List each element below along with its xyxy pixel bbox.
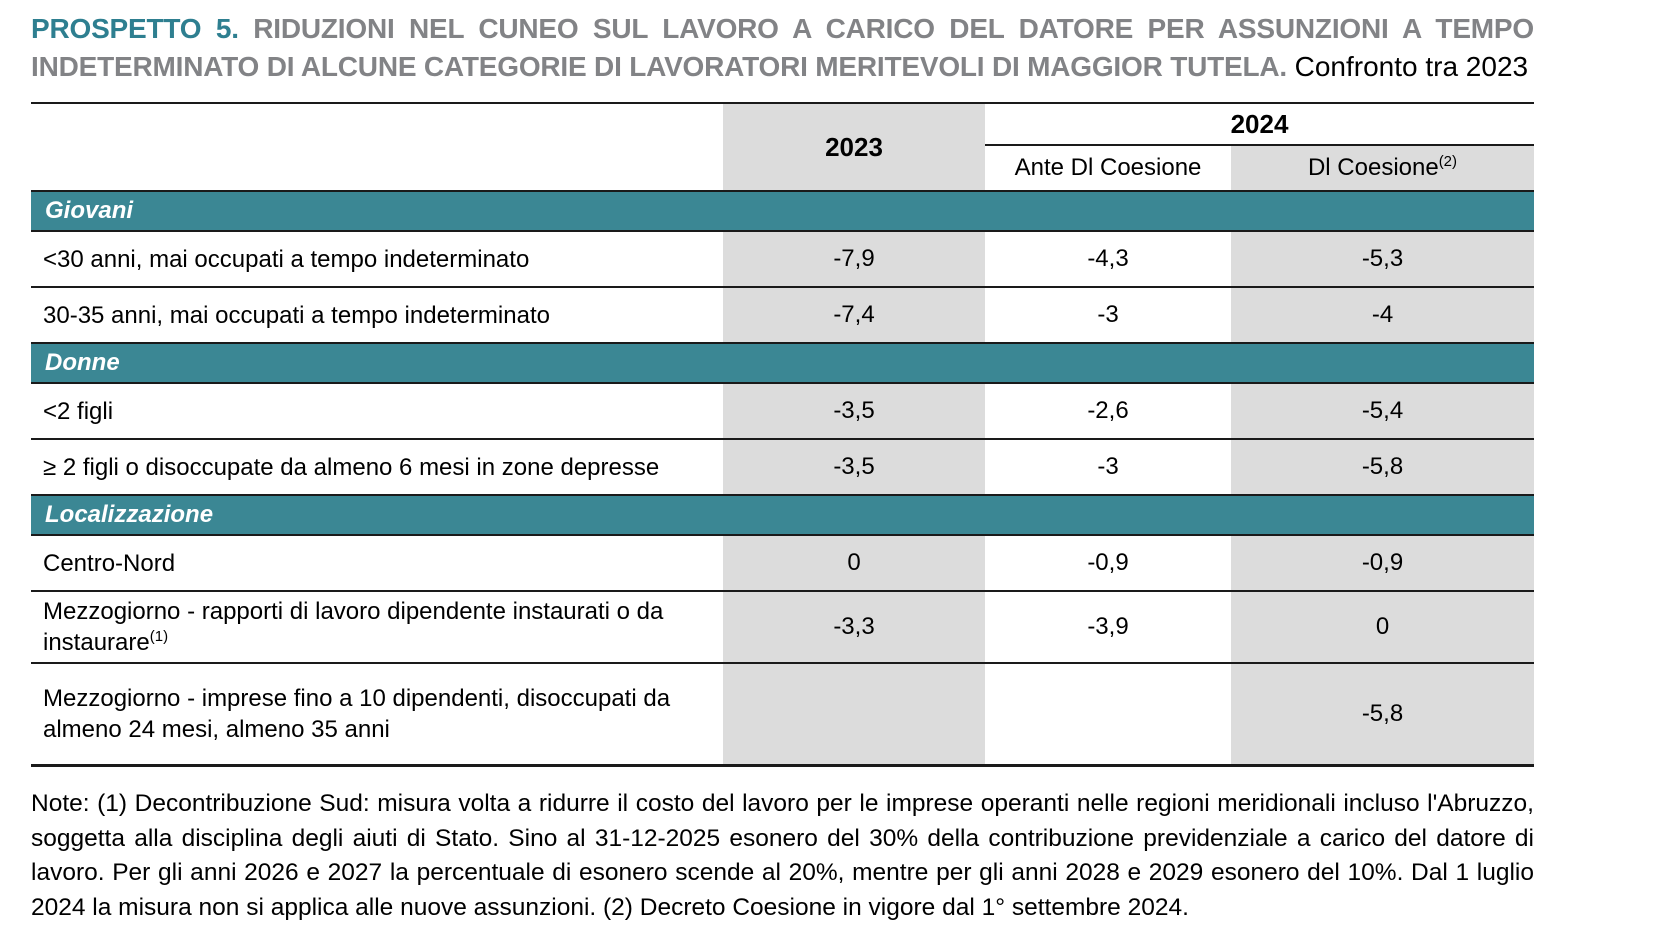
value-ante-dl-coesione: -3 bbox=[985, 438, 1231, 495]
value-ante-dl-coesione: -3,9 bbox=[985, 590, 1231, 663]
column-header-dl-coesione: Dl Coesione(2) bbox=[1231, 145, 1534, 191]
table-row: Centro-Nord 0 -0,9 -0,9 bbox=[31, 534, 1534, 591]
column-header-ante-dl-coesione: Ante Dl Coesione bbox=[1014, 154, 1202, 181]
table-row: Mezzogiorno - rapporti di lavoro dipende… bbox=[31, 590, 1534, 663]
table-row: <30 anni, mai occupati a tempo indetermi… bbox=[31, 230, 1534, 287]
value-2023: -7,4 bbox=[723, 286, 985, 343]
section-header-donne: Donne bbox=[31, 342, 1534, 384]
row-label: Mezzogiorno - rapporti di lavoro dipende… bbox=[31, 590, 723, 663]
table-row: ≥ 2 figli o disoccupate da almeno 6 mesi… bbox=[31, 438, 1534, 495]
title-subtitle: Confronto tra 2023 e 2024 bbox=[1294, 51, 1534, 82]
title-line-2: INDETERMINATO DI ALCUNE CATEGORIE DI LAV… bbox=[31, 48, 1534, 86]
table-row: 30-35 anni, mai occupati a tempo indeter… bbox=[31, 286, 1534, 343]
row-label: Centro-Nord bbox=[31, 534, 723, 591]
section-label: Giovani bbox=[31, 190, 1534, 232]
row-label: 30-35 anni, mai occupati a tempo indeter… bbox=[31, 286, 723, 343]
value-dl-coesione: -5,3 bbox=[1231, 230, 1534, 287]
title-prefix: PROSPETTO 5. bbox=[31, 13, 239, 44]
value-2023: -3,5 bbox=[723, 438, 985, 495]
document-page: PROSPETTO 5. RIDUZIONI NEL CUNEO SUL LAV… bbox=[31, 10, 1534, 925]
value-dl-coesione: -5,8 bbox=[1231, 438, 1534, 495]
table-notes: Note: (1) Decontribuzione Sud: misura vo… bbox=[31, 790, 1534, 921]
prospetto-table: 2023 2024 Ante Dl Coesione Dl Coesione(2… bbox=[31, 102, 1534, 767]
title-text-line2: INDETERMINATO DI ALCUNE CATEGORIE DI LAV… bbox=[31, 51, 1288, 82]
header-row-years: 2023 2024 bbox=[31, 103, 1534, 191]
footnote-ref-1: (1) bbox=[149, 628, 169, 645]
value-dl-coesione: -0,9 bbox=[1231, 534, 1534, 591]
header-empty-cell bbox=[31, 103, 723, 191]
value-2023: 0 bbox=[723, 534, 985, 591]
value-2023: -7,9 bbox=[723, 230, 985, 287]
section-header-localizzazione: Localizzazione bbox=[31, 494, 1534, 536]
table-row: Mezzogiorno - imprese fino a 10 dipenden… bbox=[31, 662, 1534, 766]
title-line-1: PROSPETTO 5. RIDUZIONI NEL CUNEO SUL LAV… bbox=[31, 10, 1534, 48]
row-label-text: Mezzogiorno - rapporti di lavoro dipende… bbox=[43, 598, 664, 656]
dl-coesione-label: Dl Coesione bbox=[1307, 154, 1439, 181]
value-ante-dl-coesione bbox=[985, 662, 1231, 766]
value-dl-coesione: -4 bbox=[1231, 286, 1534, 343]
value-2023 bbox=[723, 662, 985, 766]
title-text-line1: RIDUZIONI NEL CUNEO SUL LAVORO A CARICO … bbox=[253, 13, 1534, 44]
value-dl-coesione: 0 bbox=[1231, 590, 1534, 663]
row-label: <30 anni, mai occupati a tempo indetermi… bbox=[31, 230, 723, 287]
row-label: ≥ 2 figli o disoccupate da almeno 6 mesi… bbox=[31, 438, 723, 495]
value-ante-dl-coesione: -4,3 bbox=[985, 230, 1231, 287]
value-2023: -3,3 bbox=[723, 590, 985, 663]
value-2023: -3,5 bbox=[723, 382, 985, 439]
column-header-2023: 2023 bbox=[723, 103, 985, 191]
section-header-giovani: Giovani bbox=[31, 190, 1534, 232]
header-row-subcolumns: Ante Dl Coesione Dl Coesione(2) bbox=[31, 145, 1534, 191]
column-header-2024: 2024 bbox=[985, 103, 1534, 146]
table-title: PROSPETTO 5. RIDUZIONI NEL CUNEO SUL LAV… bbox=[31, 10, 1534, 86]
value-dl-coesione: -5,4 bbox=[1231, 382, 1534, 439]
section-label: Localizzazione bbox=[31, 494, 1534, 536]
value-dl-coesione: -5,8 bbox=[1231, 662, 1534, 766]
table-row: <2 figli -3,5 -2,6 -5,4 bbox=[31, 382, 1534, 439]
value-ante-dl-coesione: -2,6 bbox=[985, 382, 1231, 439]
footnote-ref-2: (2) bbox=[1438, 153, 1458, 170]
section-label: Donne bbox=[31, 342, 1534, 384]
value-ante-dl-coesione: -0,9 bbox=[985, 534, 1231, 591]
value-ante-dl-coesione: -3 bbox=[985, 286, 1231, 343]
row-label: <2 figli bbox=[31, 382, 723, 439]
row-label: Mezzogiorno - imprese fino a 10 dipenden… bbox=[31, 662, 723, 766]
